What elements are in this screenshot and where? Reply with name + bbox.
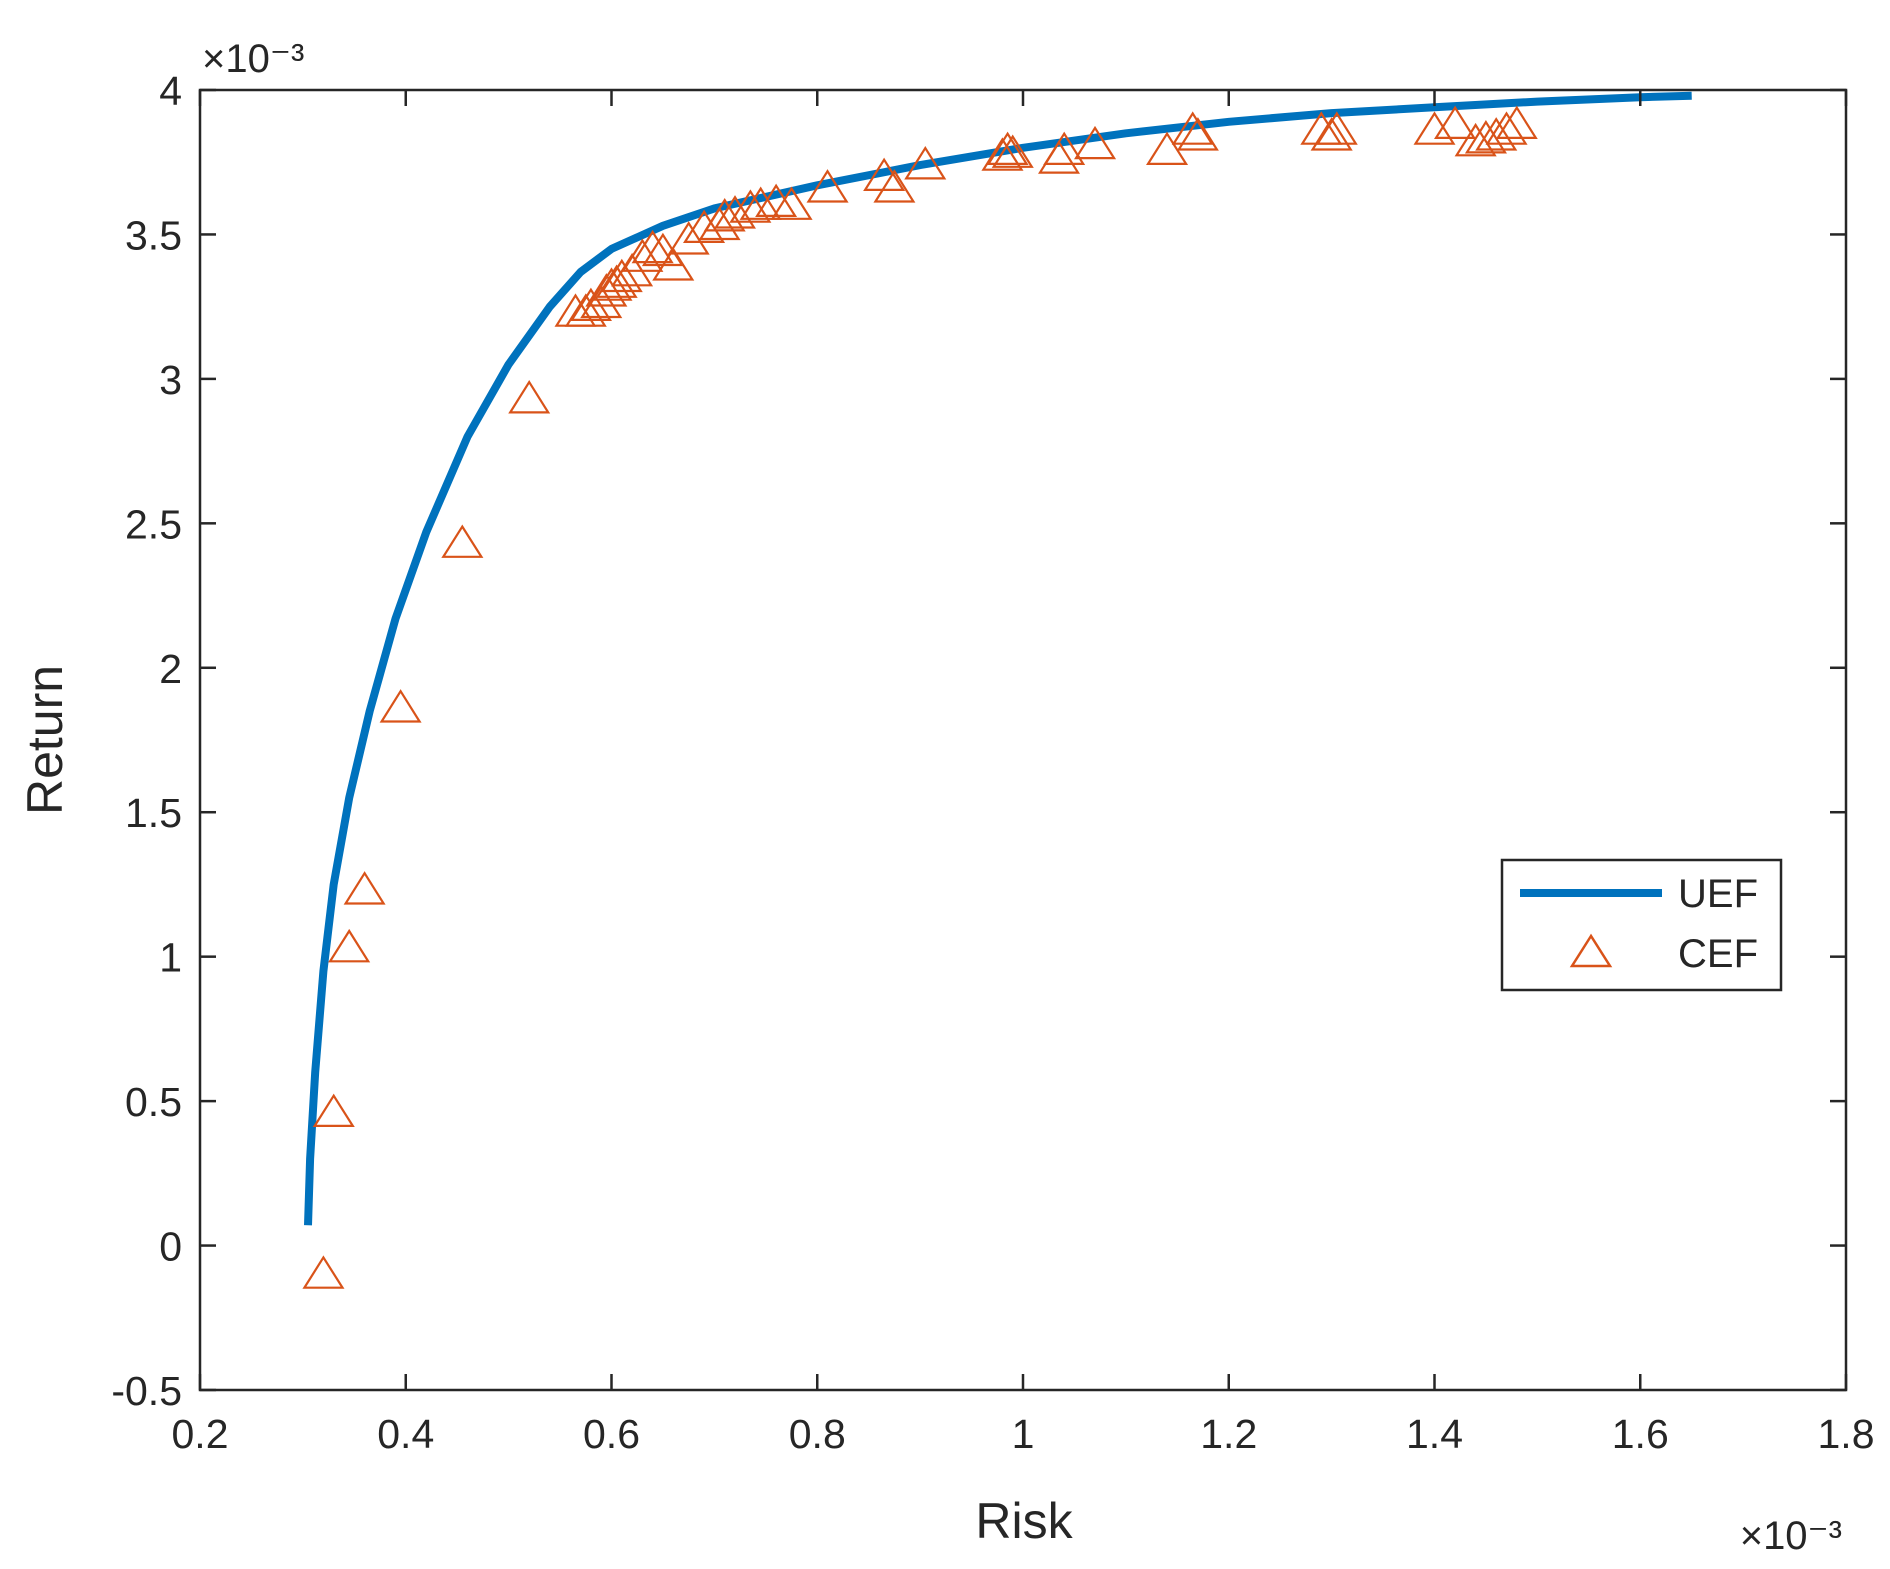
cef-point-marker [683,209,726,243]
cef-point-marker [621,238,664,272]
tick-labels-layer: 0.2 0.4 0.6 0.8 1 1.2 1.4 1.6 1.8 -0.5 0 0.5 1 1.5 2 2.… [111,68,1874,1457]
cef-point-marker [986,131,1029,165]
cef-point-marker [1176,117,1219,151]
x-tick-label: 1 [1012,1411,1035,1457]
legend-box [1500,858,1783,992]
cef-point-marker [1413,111,1456,145]
cef-point-marker [1434,105,1477,139]
legend-entry-uef: UEF [1520,872,1758,916]
cef-point-marker [863,157,906,191]
y-tick-label: 2.5 [125,501,182,547]
cef-point-marker [508,380,551,414]
cef-point-marker [312,1093,355,1128]
y-tick-label: 3 [159,357,182,403]
y-tick-label: -0.5 [111,1368,182,1414]
cef-point-marker [600,258,643,293]
x-tick-label: 0.6 [583,1411,640,1457]
uef-series-line [304,91,1692,1226]
cef-point-marker [873,169,916,203]
cef-point-marker [1310,117,1353,151]
x-tick-label: 1.4 [1406,1411,1463,1457]
y-tick-label: 0.5 [125,1079,182,1125]
cef-point-marker [1454,122,1497,157]
legend-label-cef: CEF [1678,932,1758,976]
cef-point-marker [806,169,849,203]
legend-entry-cef: CEF [1569,932,1758,976]
cef-point-marker [755,183,798,217]
cef-point-marker [652,247,695,281]
x-tick-label: 0.8 [789,1411,846,1457]
cef-point-marker [580,284,623,319]
y-tick-label: 4 [159,68,182,114]
cef-point-marker [1315,111,1358,145]
cef-point-marker [1074,125,1117,160]
y-tick-label: 0 [159,1224,182,1270]
x-axis-exponent-label: ×10⁻³ [1740,1514,1842,1558]
x-tick-label: 1.2 [1200,1411,1257,1457]
legend-triangle-swatch-cef [1569,933,1613,968]
x-tick-label: 0.4 [377,1411,434,1457]
cef-point-marker [328,928,371,963]
cef-point-marker [564,293,607,327]
y-tick-label: 3.5 [125,212,182,258]
cef-point-marker [1495,105,1538,139]
cef-point-marker [1464,120,1507,154]
cef-point-marker [1475,117,1518,151]
cef-point-marker [379,689,422,723]
y-tick-label: 1 [159,935,182,981]
cef-point-marker [1043,131,1086,165]
x-tick-label: 0.2 [172,1411,229,1457]
x-tick-label: 1.8 [1818,1411,1875,1457]
x-tick-label: 1.6 [1612,1411,1669,1457]
data-layer [302,91,1692,1289]
cef-point-marker [343,871,386,905]
y-tick-label: 1.5 [125,790,182,836]
cef-point-marker [441,524,484,558]
cef-point-marker [631,229,674,264]
y-tick-label: 2 [159,646,182,692]
cef-point-marker [1171,111,1214,145]
y-axis-label: Return [17,665,73,815]
cef-point-marker [1485,111,1528,145]
ticks-layer [198,88,1848,1392]
cef-point-marker [981,137,1024,171]
cef-point-marker [302,1255,345,1289]
cef-point-marker [667,221,710,255]
cef-point-marker [1146,131,1189,165]
cef-point-marker [739,186,782,220]
cef-point-marker [595,264,638,298]
y-axis-exponent-label: ×10⁻³ [202,37,304,81]
x-axis-label: Risk [975,1493,1073,1549]
cef-point-marker [770,186,813,220]
legend: UEF CEF [1500,858,1783,992]
cef-point-marker [729,189,772,223]
cef-point-marker [991,134,1034,168]
legend-label-uef: UEF [1678,872,1758,916]
cef-point-marker [904,146,947,180]
